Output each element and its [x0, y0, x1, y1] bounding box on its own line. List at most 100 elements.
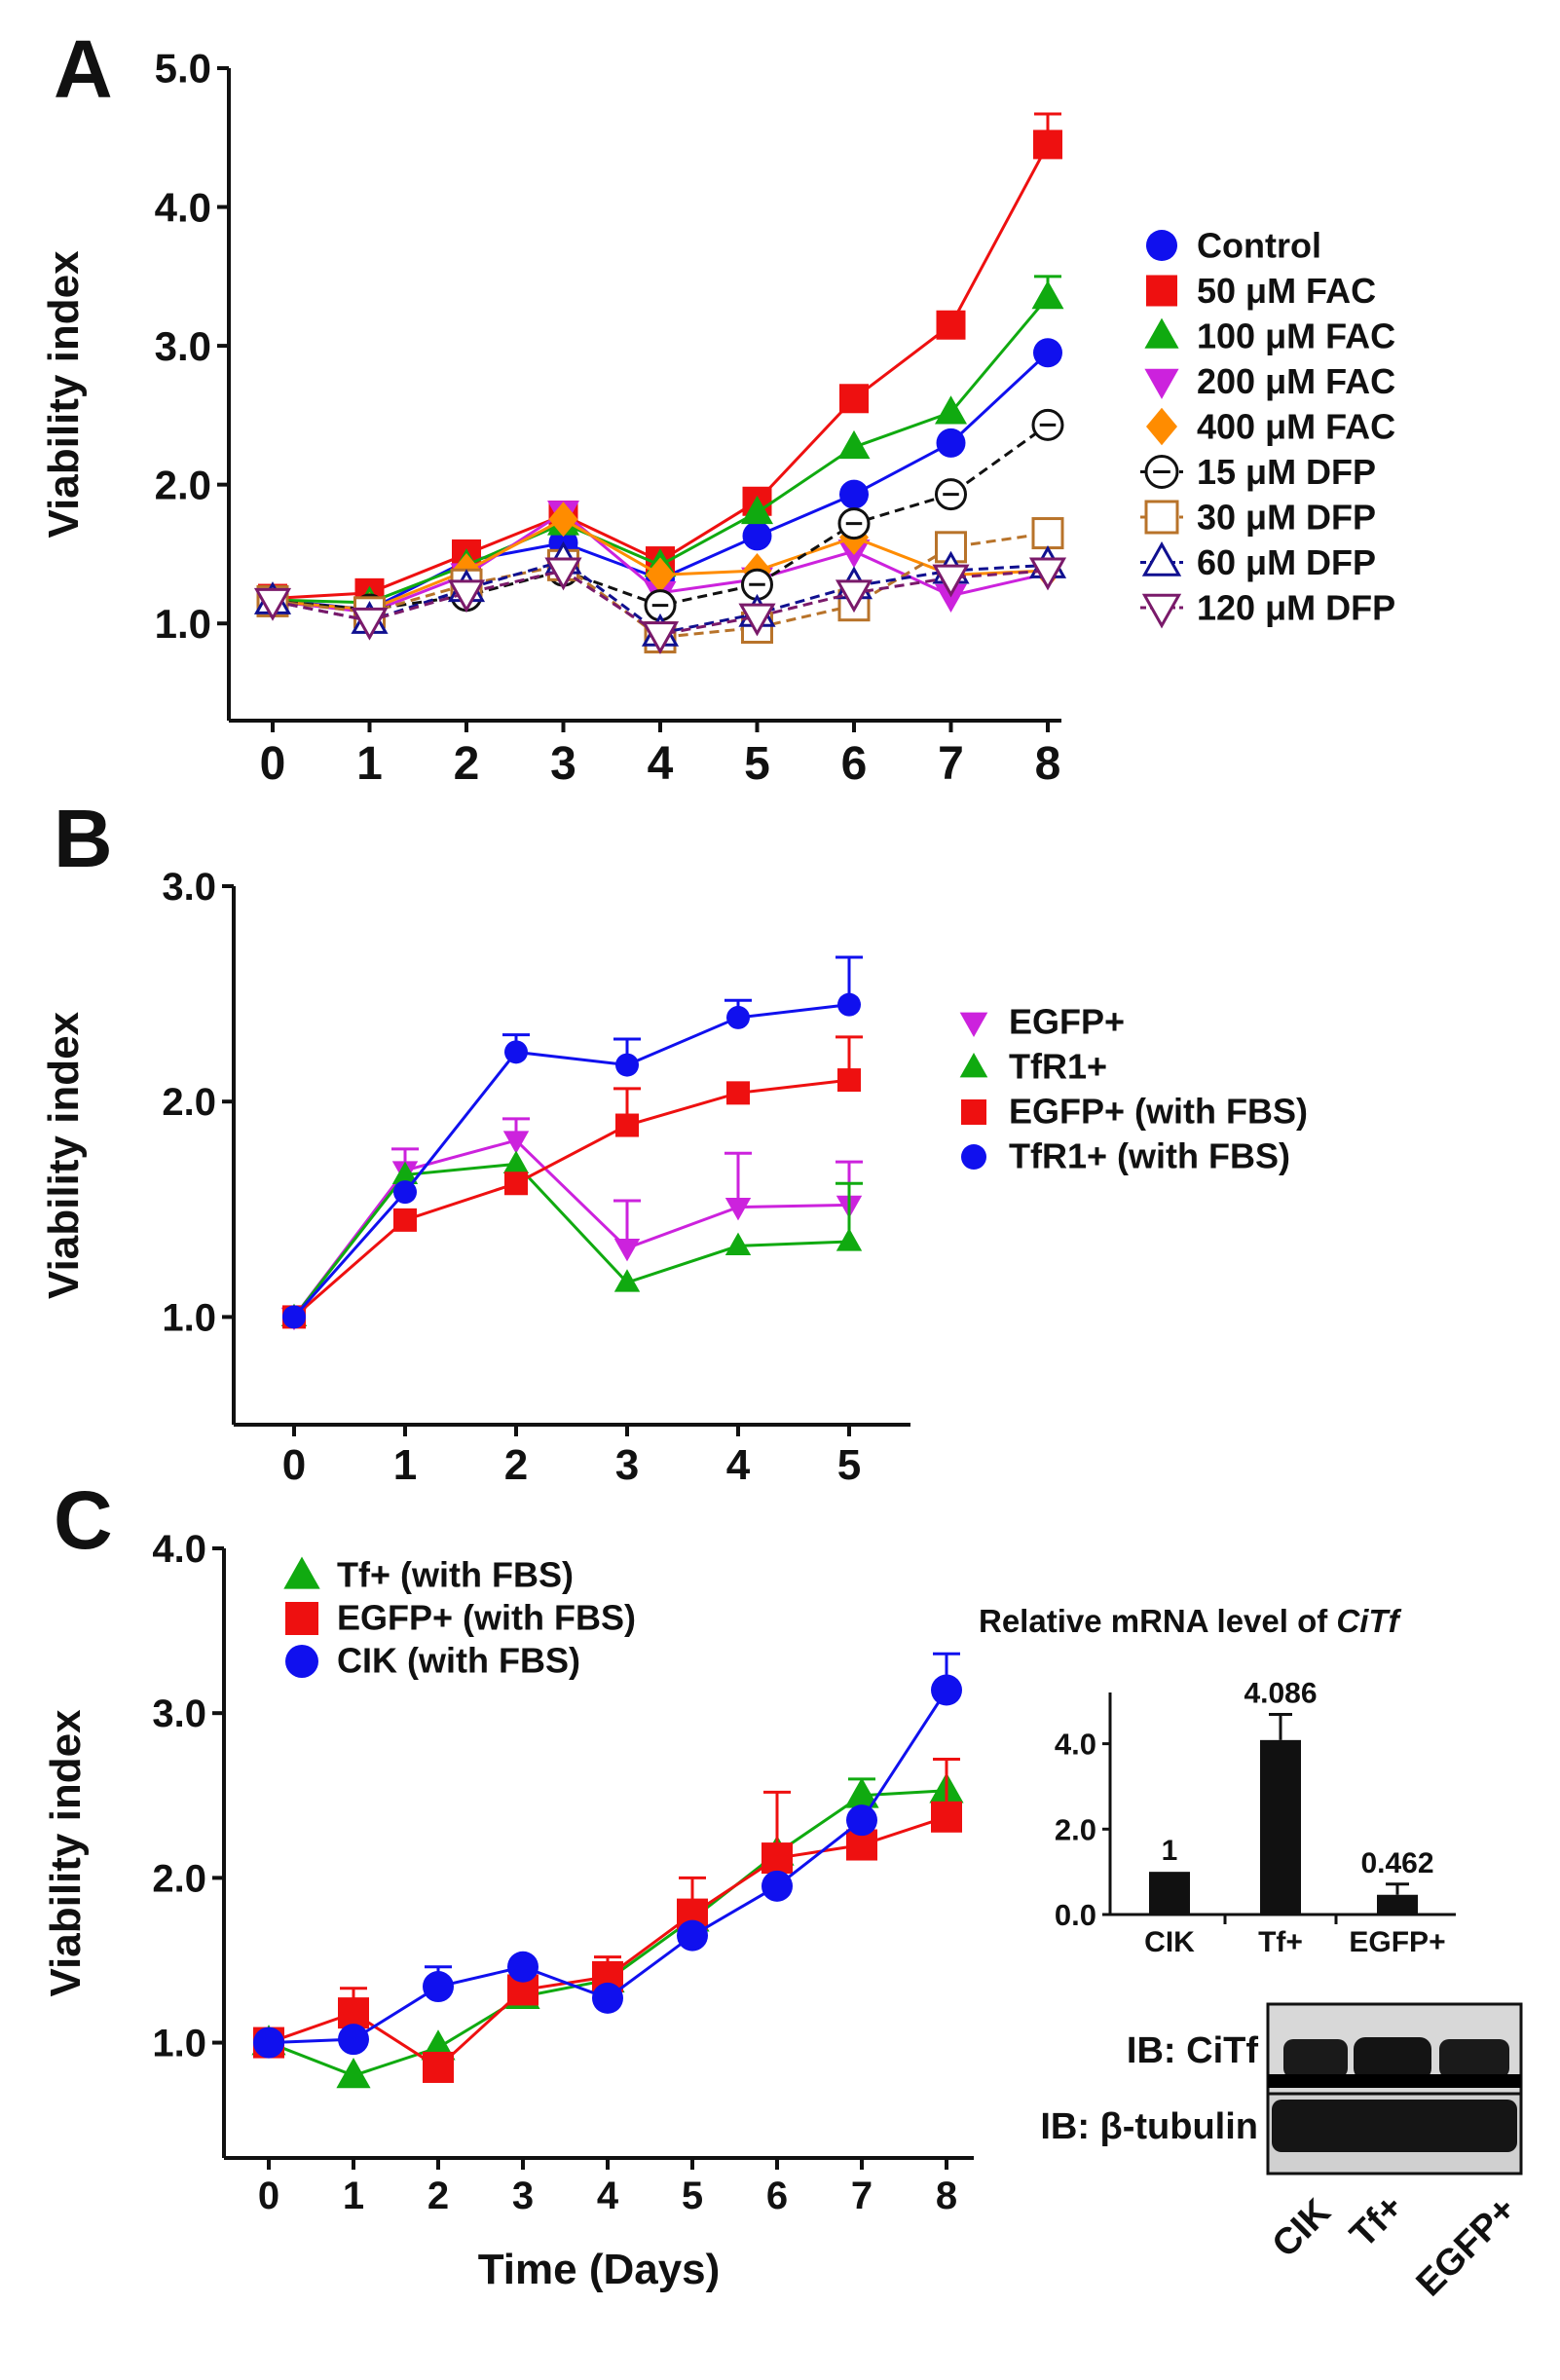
b-point-egfp-with-fbs — [504, 1171, 528, 1196]
b-legend-label: EGFP+ — [1009, 1002, 1125, 1042]
blot-band-citf-egfp — [1439, 2039, 1509, 2078]
a-legend-marker — [1144, 368, 1179, 399]
a-xtick-label: 7 — [938, 738, 964, 790]
panel-c-chart: 1.0 2.0 3.0 4.0 0 1 2 3 4 5 6 7 8 Viability index Time… — [42, 1528, 974, 2293]
a-xtick-label: 5 — [744, 738, 770, 790]
a-xtick-label: 0 — [260, 738, 286, 790]
a-point-120-m-dfp — [932, 564, 970, 598]
c-point-cik-with-fbs — [846, 1804, 877, 1837]
a-legend-label: Control — [1197, 226, 1321, 266]
c-xtick-label: 7 — [851, 2175, 873, 2217]
mrna-bar-cik — [1149, 1872, 1190, 1915]
b-ytick-label: 3.0 — [162, 866, 216, 909]
b-line-egfp-with-fbs — [293, 1078, 850, 1319]
b-xtick-label: 3 — [615, 1441, 639, 1489]
a-ytick-label: 3.0 — [155, 323, 211, 369]
c-legend-marker — [283, 1556, 320, 1589]
a-point-100-m-fac — [1031, 279, 1064, 310]
a-xtick-label: 8 — [1035, 738, 1061, 790]
b-xtick-label: 2 — [504, 1441, 528, 1489]
a-xtick-label: 1 — [356, 738, 383, 790]
c-xtick-label: 2 — [427, 2175, 449, 2217]
a-point-control — [936, 428, 966, 458]
mrna-ytick-label: 0.0 — [1055, 1898, 1096, 1932]
mrna-value-label-egfp: 0.462 — [1360, 1847, 1433, 1879]
a-legend-label: 15 μM DFP — [1197, 452, 1376, 492]
c-point-cik-with-fbs — [931, 1674, 962, 1706]
b-legend-item-tfr1-with-fbs: TfR1+ (with FBS) — [961, 1136, 1290, 1176]
c-series-egfp-with-fbs — [253, 1758, 962, 2083]
a-point-50-m-fac — [839, 384, 869, 414]
c-legend-label: CIK (with FBS) — [337, 1641, 580, 1681]
a-ytick-label: 5.0 — [155, 46, 211, 92]
c-legend-marker — [285, 1602, 318, 1635]
c-ytick-label: 1.0 — [152, 2023, 206, 2065]
b-line-tfr1 — [292, 1162, 850, 1319]
b-ytick-label: 2.0 — [162, 1081, 216, 1124]
a-xtick-label: 4 — [648, 738, 674, 790]
a-point-120-m-dfp — [1028, 557, 1067, 591]
a-point-400-m-fac — [548, 502, 578, 538]
a-point-control — [839, 479, 869, 509]
a-legend-label: 120 μM DFP — [1197, 588, 1395, 628]
mrna-bar-egfp — [1377, 1894, 1418, 1915]
blot-row-label-citf: IB: CiTf — [1127, 2030, 1258, 2071]
c-legend-marker — [285, 1645, 318, 1678]
blot-band-citf-cik — [1283, 2039, 1348, 2078]
a-ytick-label: 2.0 — [155, 462, 211, 507]
a-ytick-label: 1.0 — [155, 601, 211, 647]
c-point-cik-with-fbs — [761, 1870, 793, 1902]
mrna-category-label-cik: CIK — [1144, 1926, 1195, 1958]
mrna-bar-tf — [1260, 1739, 1301, 1915]
c-point-cik-with-fbs — [338, 2024, 369, 2056]
b-point-tfr1 — [836, 1228, 863, 1251]
panel-a-chart: 1.0 2.0 3.0 4.0 5.0 0 1 2 3 4 5 6 7 8 Viability index C… — [40, 46, 1395, 790]
c-point-tf-with-fbs — [844, 1777, 879, 1808]
b-point-tfr1-with-fbs — [282, 1305, 306, 1329]
b-point-egfp — [502, 1131, 530, 1154]
mrna-chart-title: Relative mRNA level of CiTf — [979, 1603, 1402, 1639]
a-legend-marker — [1144, 317, 1179, 349]
a-point-120-m-dfp — [544, 557, 582, 591]
a-legend-label: 60 μM DFP — [1197, 542, 1376, 582]
b-point-egfp-with-fbs — [837, 1068, 861, 1093]
a-point-400-m-fac — [646, 557, 675, 593]
c-point-tf-with-fbs — [336, 2058, 371, 2089]
b-point-egfp — [613, 1239, 641, 1262]
b-point-tfr1-with-fbs — [837, 992, 861, 1017]
a-legend-label: 50 μM FAC — [1197, 271, 1376, 311]
c-xtick-label: 4 — [597, 2175, 619, 2217]
a-legend-marker — [1146, 407, 1177, 446]
c-legend-label: EGFP+ (with FBS) — [337, 1598, 636, 1638]
c-ytick-label: 3.0 — [152, 1692, 206, 1735]
b-xtick-label: 4 — [726, 1441, 751, 1489]
c-point-cik-with-fbs — [592, 1982, 623, 2014]
c-point-egfp-with-fbs — [761, 1842, 793, 1875]
c-xtick-label: 5 — [682, 2175, 703, 2217]
c-x-axis-label: Time (Days) — [478, 2246, 721, 2293]
mrna-value-label-tf: 4.086 — [1244, 1678, 1317, 1710]
c-point-cik-with-fbs — [253, 2027, 284, 2059]
c-point-cik-with-fbs — [423, 1971, 454, 2003]
a-legend: Control 50 μM FAC 100 μM FAC 200 μM FAC 400 … — [1140, 226, 1395, 629]
a-line-120-m-dfp — [272, 569, 1049, 637]
a-point-120-m-dfp — [641, 621, 680, 654]
a-point-200-m-fac — [935, 583, 967, 613]
blot-row-label-tubulin: IB: β-tubulin — [1040, 2106, 1258, 2147]
a-series-120-m-dfp — [253, 557, 1067, 654]
b-legend-label: TfR1+ — [1009, 1047, 1107, 1087]
a-point-control — [742, 521, 772, 551]
b-legend-label: EGFP+ (with FBS) — [1009, 1092, 1308, 1132]
blot-lane-egfp: EGFP+ — [1409, 2189, 1525, 2305]
a-legend-marker — [1141, 541, 1182, 576]
b-xtick-label: 5 — [837, 1441, 861, 1489]
b-series-egfp-with-fbs — [282, 1035, 863, 1329]
mrna-chart-title-gene: CiTf — [1336, 1603, 1401, 1639]
b-legend-item-egfp: EGFP+ — [959, 1002, 1125, 1042]
a-legend-item-400-m-fac: 400 μM FAC — [1146, 407, 1395, 447]
blot-band-citf-tf — [1354, 2037, 1431, 2080]
c-xtick-label: 1 — [343, 2175, 364, 2217]
b-legend: EGFP+ TfR1+ EGFP+ (with FBS)TfR1+ (with FB… — [959, 1002, 1308, 1176]
a-line-30-m-dfp — [272, 532, 1049, 640]
